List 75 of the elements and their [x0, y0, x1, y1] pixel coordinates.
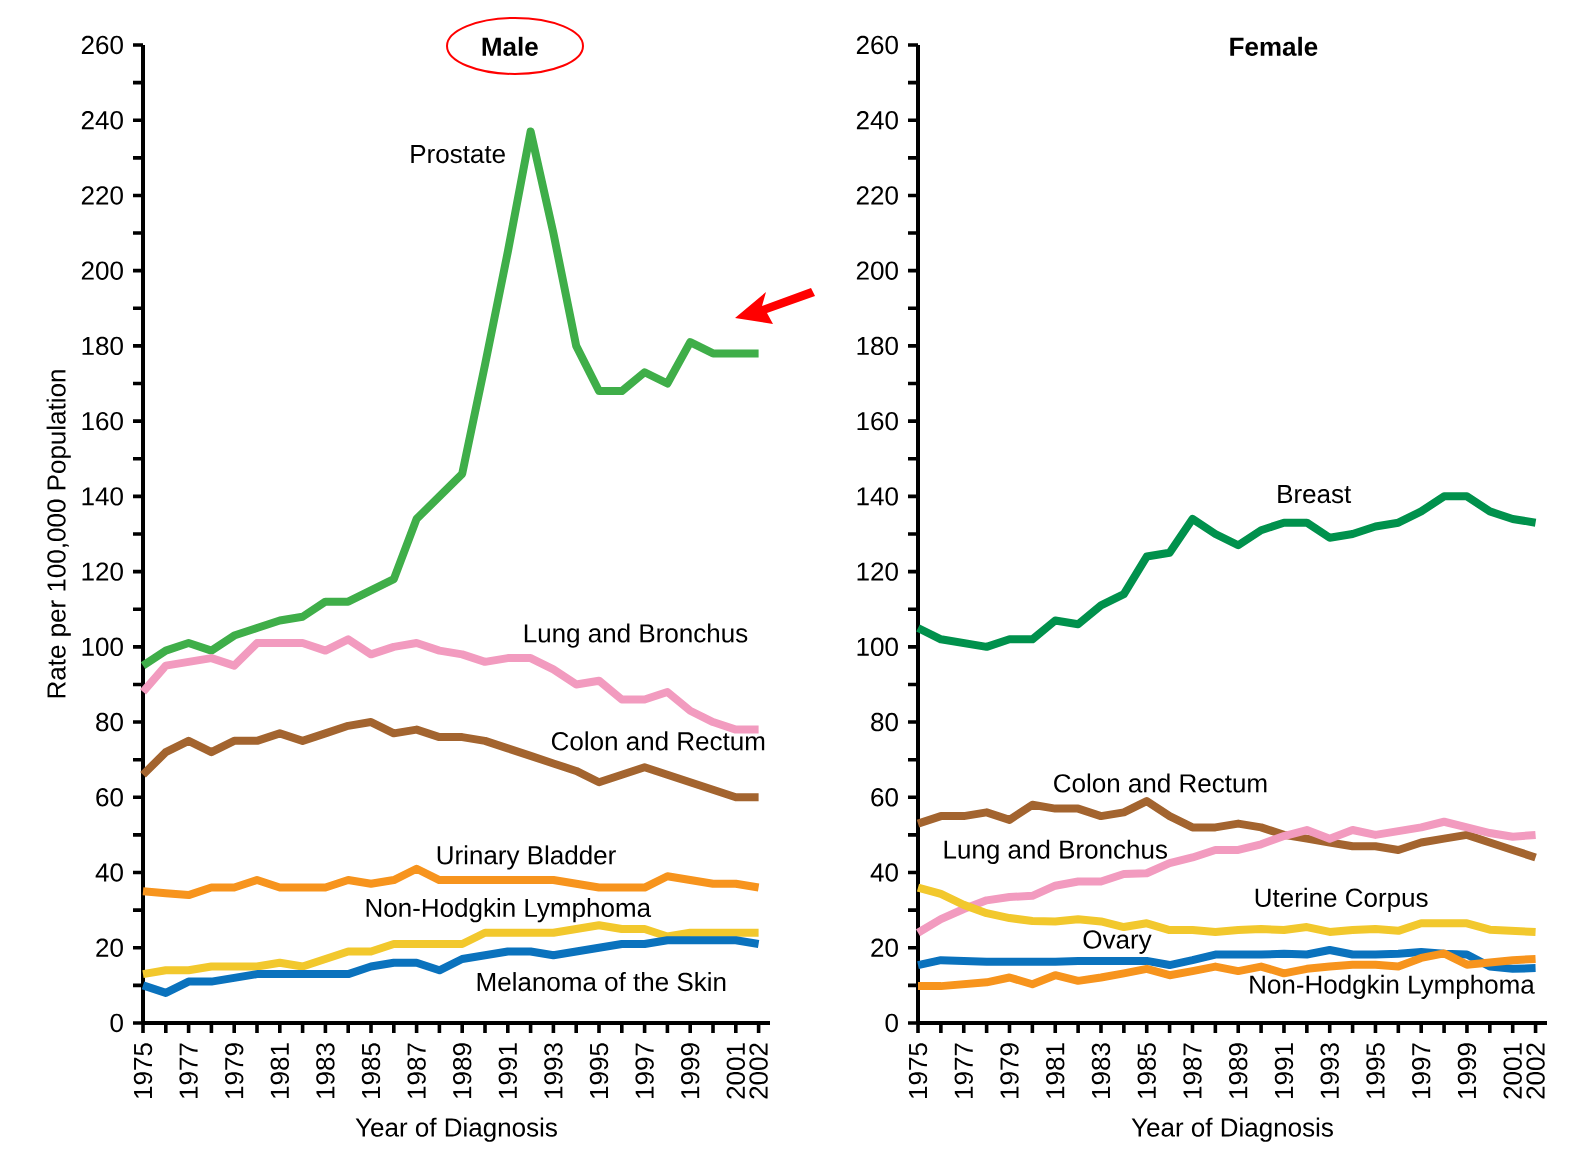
y-tick-label: 60 [96, 788, 123, 807]
y-tick-label: 160 [82, 411, 123, 431]
x-tick-label: 1995 [1366, 1043, 1385, 1098]
x-axis-title: Year of Diagnosis [1131, 1117, 1333, 1142]
y-tick-label: 180 [82, 336, 123, 356]
y-tick-label: 80 [871, 712, 898, 732]
y-tick-label: 260 [81, 35, 123, 55]
y-tick-label: 0 [885, 1013, 898, 1033]
x-tick-label: 1993 [544, 1043, 563, 1098]
x-tick-label: 1987 [1183, 1043, 1202, 1098]
x-tick-label: 1981 [270, 1043, 289, 1098]
series-label: Non-Hodgkin Lymphoma [1250, 974, 1535, 999]
series-label: Lung and Bronchus [524, 623, 748, 648]
y-tick-label: 240 [856, 111, 898, 130]
x-tick-label: 2002 [749, 1043, 768, 1099]
y-tick-label: 120 [82, 562, 123, 581]
series-label: Colon and Rectum [1054, 773, 1267, 793]
x-tick-label: 1991 [1274, 1043, 1294, 1098]
x-tick-label: 1999 [680, 1043, 700, 1098]
y-tick-label: 160 [857, 411, 898, 431]
x-tick-label: 1983 [1091, 1043, 1111, 1098]
x-tick-label: 1989 [452, 1043, 472, 1098]
x-tick-label: 1987 [407, 1043, 426, 1098]
chart-title: Female [1230, 36, 1318, 56]
x-tick-label: 1999 [1457, 1043, 1477, 1098]
x-tick-label: 2002 [1526, 1043, 1545, 1099]
y-tick-label: 220 [81, 186, 123, 205]
x-tick-label: 1975 [908, 1043, 928, 1098]
y-tick-label: 140 [82, 487, 123, 506]
y-tick-label: 180 [857, 336, 898, 356]
x-tick-label: 1977 [954, 1043, 973, 1098]
series-label: Non-Hodgkin Lymphoma [366, 898, 652, 923]
y-tick-label: 40 [95, 863, 123, 882]
y-tick-label: 140 [857, 487, 898, 506]
x-tick-label: 1979 [1000, 1043, 1019, 1098]
x-tick-label: 1991 [498, 1043, 517, 1098]
y-tick-label: 40 [870, 863, 898, 882]
x-tick-label: 1995 [589, 1043, 609, 1098]
y-tick-label: 0 [110, 1013, 123, 1033]
x-tick-label: 1979 [224, 1043, 244, 1098]
x-tick-label: 1981 [1046, 1043, 1065, 1098]
y-tick-label: 20 [871, 938, 898, 957]
series-label: Breast [1278, 485, 1352, 504]
x-tick-label: 1975 [133, 1043, 153, 1098]
series-label: Prostate [411, 145, 505, 164]
x-tick-label: 2001 [1503, 1043, 1522, 1099]
series-label: Urinary Bladder [437, 845, 616, 870]
x-axis-title: Year of Diagnosis [355, 1117, 557, 1142]
series-label: Colon and Rectum [551, 731, 765, 751]
x-tick-label: 1997 [1411, 1043, 1431, 1098]
y-tick-label: 220 [856, 186, 898, 205]
x-tick-label: 1997 [635, 1043, 654, 1098]
x-tick-label: 1985 [361, 1043, 381, 1098]
y-tick-label: 260 [856, 35, 898, 55]
series-label: Lung and Bronchus [944, 839, 1168, 864]
x-tick-label: 2001 [726, 1043, 746, 1099]
x-tick-label: 1977 [179, 1043, 198, 1098]
x-tick-label: 1989 [1229, 1043, 1248, 1098]
y-axis-title: Rate per 100,000 Population [46, 370, 71, 698]
series-label: Uterine Corpus [1255, 887, 1428, 913]
x-tick-label: 1993 [1320, 1043, 1339, 1098]
y-tick-label: 200 [81, 261, 123, 280]
x-tick-label: 1983 [316, 1043, 335, 1098]
chart-title: Male [482, 36, 538, 56]
y-tick-label: 100 [857, 637, 898, 657]
series-label: Ovary [1083, 930, 1152, 954]
y-tick-label: 240 [81, 111, 123, 130]
y-tick-label: 100 [82, 637, 123, 657]
series-label: Melanoma of the Skin [477, 972, 726, 992]
y-tick-label: 60 [871, 788, 898, 807]
y-tick-label: 200 [856, 261, 898, 280]
y-tick-label: 80 [96, 712, 123, 732]
x-tick-label: 1985 [1137, 1043, 1156, 1098]
y-tick-label: 20 [96, 938, 123, 957]
y-tick-label: 120 [857, 562, 898, 581]
